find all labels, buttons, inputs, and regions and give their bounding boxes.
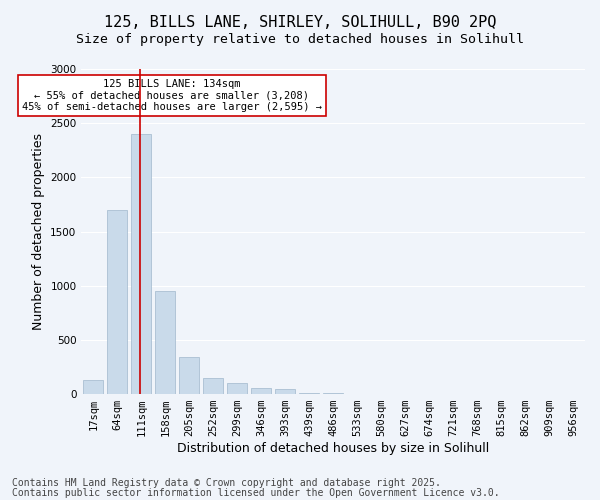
- Y-axis label: Number of detached properties: Number of detached properties: [32, 133, 44, 330]
- Text: Contains public sector information licensed under the Open Government Licence v3: Contains public sector information licen…: [12, 488, 500, 498]
- Bar: [275, 389, 295, 394]
- Bar: [155, 291, 175, 394]
- Text: Size of property relative to detached houses in Solihull: Size of property relative to detached ho…: [76, 32, 524, 46]
- Bar: [107, 210, 127, 394]
- Bar: [203, 378, 223, 394]
- Bar: [299, 393, 319, 394]
- Bar: [227, 383, 247, 394]
- Text: Contains HM Land Registry data © Crown copyright and database right 2025.: Contains HM Land Registry data © Crown c…: [12, 478, 441, 488]
- Bar: [251, 388, 271, 394]
- Bar: [179, 357, 199, 394]
- Bar: [131, 134, 151, 394]
- Bar: [83, 380, 103, 394]
- Text: 125, BILLS LANE, SHIRLEY, SOLIHULL, B90 2PQ: 125, BILLS LANE, SHIRLEY, SOLIHULL, B90 …: [104, 15, 496, 30]
- X-axis label: Distribution of detached houses by size in Solihull: Distribution of detached houses by size …: [177, 442, 489, 455]
- Text: 125 BILLS LANE: 134sqm
← 55% of detached houses are smaller (3,208)
45% of semi-: 125 BILLS LANE: 134sqm ← 55% of detached…: [22, 79, 322, 112]
